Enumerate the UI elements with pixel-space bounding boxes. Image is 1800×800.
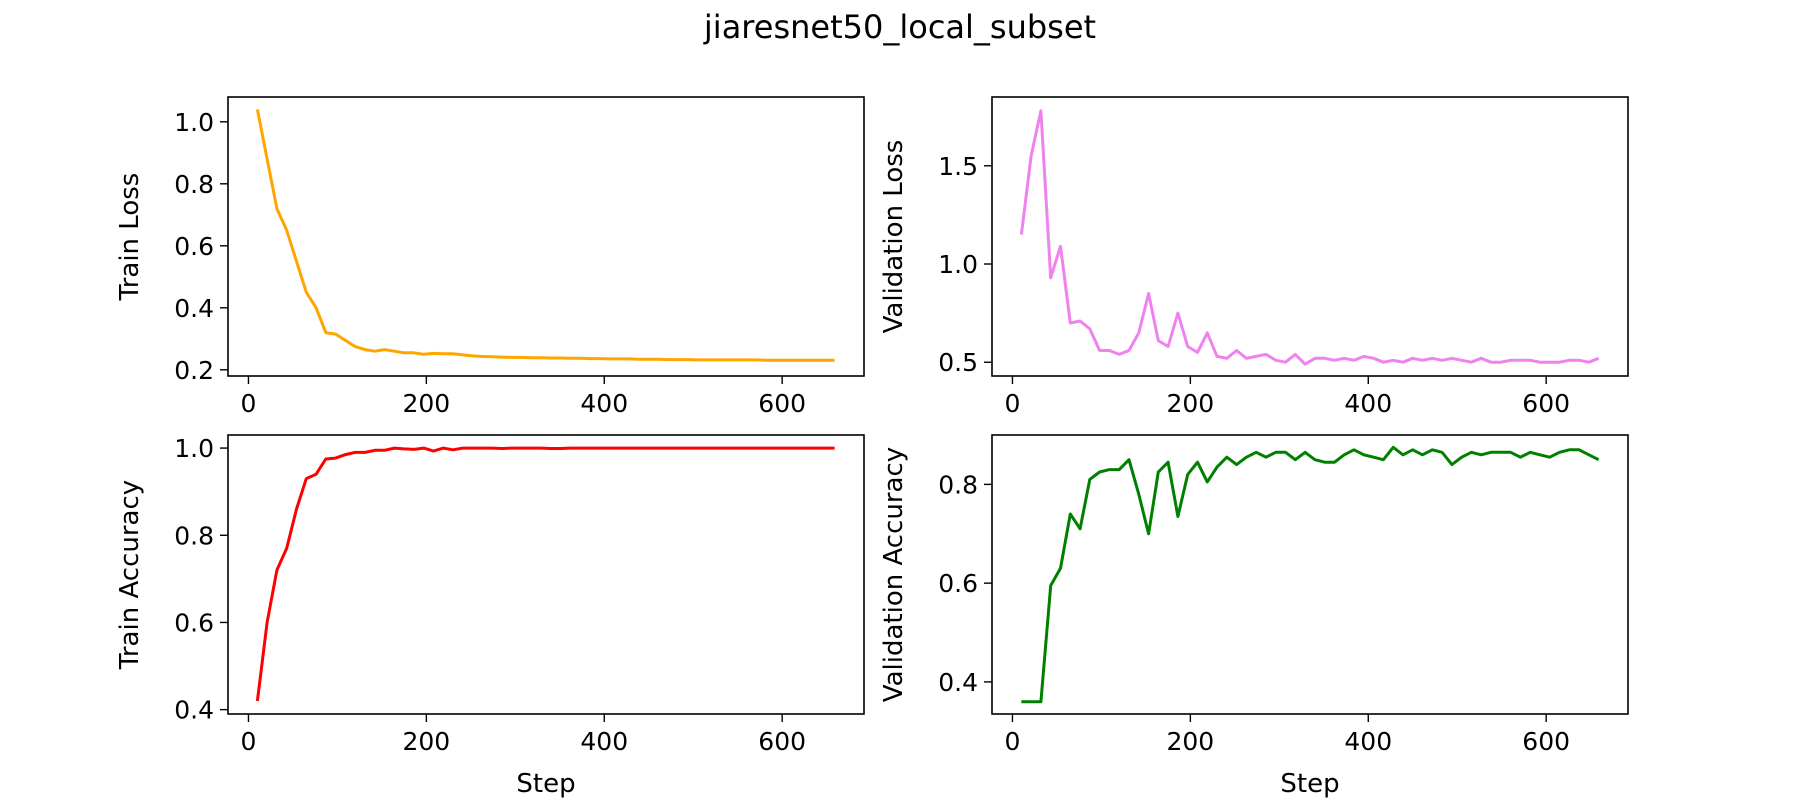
validation-accuracy-y-axis-label: Validation Accuracy <box>879 447 909 702</box>
train-accuracy-y-tick-label: 0.4 <box>174 696 214 725</box>
validation-accuracy-axes-frame <box>991 434 1629 715</box>
validation-loss-x-tick-label: 400 <box>1344 389 1392 418</box>
validation-loss-series-line <box>1019 109 1600 366</box>
train-loss-y-tick-label: 0.4 <box>174 294 214 323</box>
train-loss-x-tick-label: 0 <box>241 389 257 418</box>
validation-accuracy-x-axis-label: Step <box>1280 769 1339 799</box>
validation-accuracy-x-tick-label: 600 <box>1522 727 1570 756</box>
validation-accuracy-y-tick-label: 0.6 <box>938 569 978 598</box>
train-loss-axes-frame <box>227 96 865 377</box>
train-loss-series-line <box>255 109 835 362</box>
train-accuracy-y-axis-label: Train Accuracy <box>115 480 145 670</box>
train-loss-x-tick-label: 600 <box>758 389 806 418</box>
validation-loss-axes-frame <box>991 96 1629 377</box>
validation-accuracy-x-tick-label: 0 <box>1005 727 1021 756</box>
validation-accuracy-x-tick-label: 400 <box>1344 727 1392 756</box>
validation-loss-y-tick-label: 1.0 <box>938 250 978 279</box>
validation-loss-y-tick-label: 1.5 <box>938 152 978 181</box>
train-loss-panel: 0 200 400 600 0.2 0.4 0.6 0.8 1.0 Train Loss <box>115 96 865 418</box>
train-loss-x-tick-label: 200 <box>403 389 451 418</box>
validation-accuracy-panel: 0 200 400 600 0.4 0.6 0.8 Validation Accuracy St… <box>879 434 1629 799</box>
train-accuracy-panel: 0 200 400 600 0.4 0.6 0.8 1.0 Train Accuracy Step <box>115 434 865 799</box>
validation-accuracy-x-tick-label: 200 <box>1167 727 1215 756</box>
train-accuracy-axes-frame <box>227 434 865 715</box>
validation-loss-panel: 0 200 400 600 0.5 1.0 1.5 Validation Loss <box>879 96 1629 418</box>
validation-loss-x-tick-label: 600 <box>1522 389 1570 418</box>
train-accuracy-series-line <box>255 446 835 702</box>
train-accuracy-x-tick-label: 600 <box>758 727 806 756</box>
train-loss-y-tick-label: 0.8 <box>174 170 214 199</box>
train-accuracy-x-tick-label: 200 <box>403 727 451 756</box>
train-accuracy-x-axis-label: Step <box>516 769 575 799</box>
train-loss-y-tick-label: 1.0 <box>174 108 214 137</box>
train-loss-y-tick-label: 0.2 <box>174 356 214 385</box>
validation-loss-x-tick-label: 0 <box>1005 389 1021 418</box>
train-accuracy-y-tick-label: 0.8 <box>174 521 214 550</box>
validation-accuracy-y-tick-label: 0.4 <box>938 668 978 697</box>
validation-loss-y-tick-label: 0.5 <box>938 348 978 377</box>
validation-loss-y-axis-label: Validation Loss <box>879 140 909 334</box>
validation-loss-x-tick-label: 200 <box>1167 389 1215 418</box>
train-accuracy-y-tick-label: 0.6 <box>174 608 214 637</box>
train-loss-y-axis-label: Train Loss <box>115 173 145 302</box>
figure-title: jiaresnet50_local_subset <box>703 8 1097 46</box>
validation-accuracy-y-tick-label: 0.8 <box>938 470 978 499</box>
validation-accuracy-series-line <box>1021 445 1600 704</box>
train-loss-y-tick-label: 0.6 <box>174 232 214 261</box>
train-loss-x-tick-label: 400 <box>580 389 628 418</box>
train-accuracy-x-tick-label: 0 <box>241 727 257 756</box>
train-accuracy-x-tick-label: 400 <box>580 727 628 756</box>
train-accuracy-y-tick-label: 1.0 <box>174 434 214 463</box>
